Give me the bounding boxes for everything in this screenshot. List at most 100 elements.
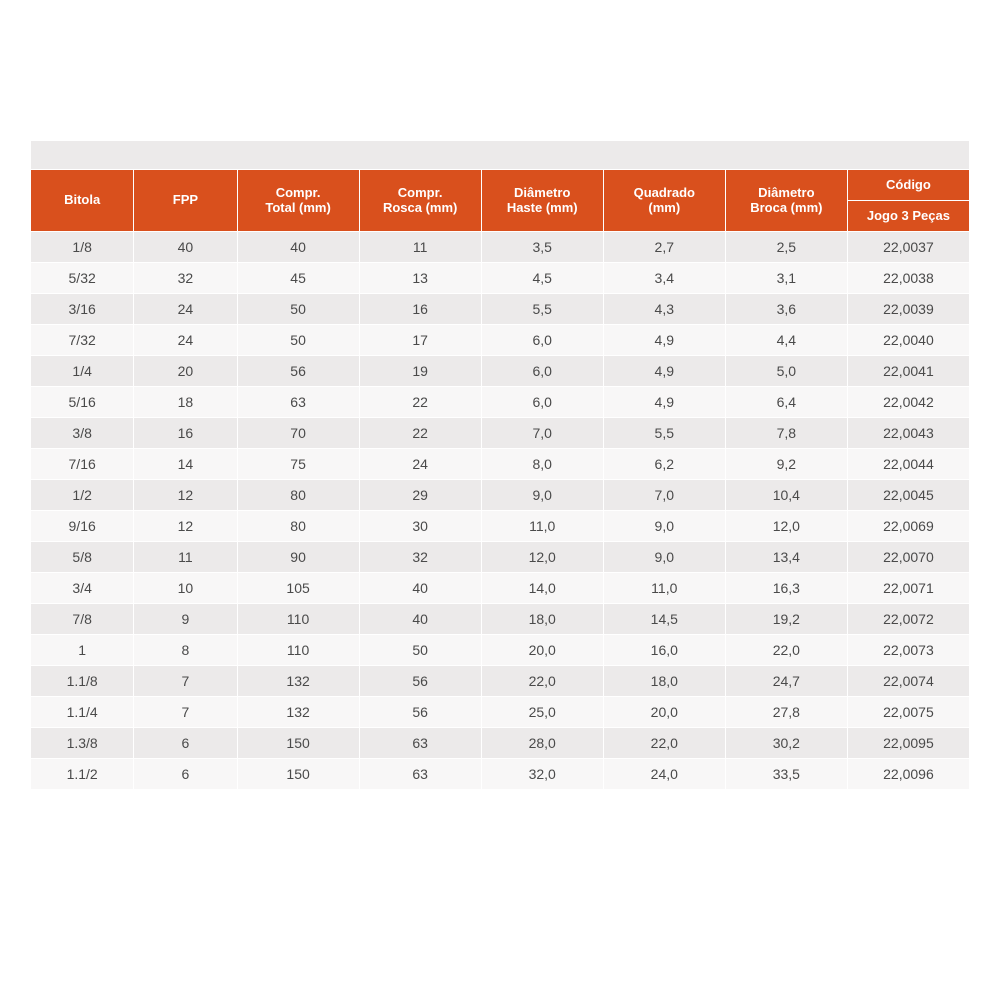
- table-cell: 22,0074: [847, 666, 969, 697]
- col-header-label: FPP: [173, 192, 198, 207]
- table-cell: 11: [359, 232, 481, 263]
- table-cell: 28,0: [481, 728, 603, 759]
- table-row: 1/84040113,52,72,522,0037: [31, 232, 970, 263]
- table-cell: 6,0: [481, 356, 603, 387]
- table-cell: 5/32: [31, 263, 134, 294]
- table-cell: 24,0: [603, 759, 725, 790]
- table-cell: 5,5: [603, 418, 725, 449]
- table-cell: 13,4: [725, 542, 847, 573]
- table-cell: 6,0: [481, 387, 603, 418]
- col-header-diam-haste: Diâmetro Haste (mm): [481, 170, 603, 232]
- table-cell: 40: [359, 573, 481, 604]
- col-header-diam-broca: Diâmetro Broca (mm): [725, 170, 847, 232]
- table-row: 7/161475248,06,29,222,0044: [31, 449, 970, 480]
- table-cell: 4,9: [603, 387, 725, 418]
- table-cell: 22,0042: [847, 387, 969, 418]
- table-cell: 14,5: [603, 604, 725, 635]
- table-cell: 63: [359, 759, 481, 790]
- col-header-label-line1: Diâmetro: [514, 185, 570, 200]
- table-cell: 10: [134, 573, 237, 604]
- table-row: 5/323245134,53,43,122,0038: [31, 263, 970, 294]
- table-cell: 19: [359, 356, 481, 387]
- table-cell: 22,0075: [847, 697, 969, 728]
- table-cell: 1.1/2: [31, 759, 134, 790]
- col-header-label-line2: (mm): [648, 200, 680, 215]
- table-row: 3/4101054014,011,016,322,0071: [31, 573, 970, 604]
- table-cell: 11: [134, 542, 237, 573]
- table-cell: 5/16: [31, 387, 134, 418]
- table-row: 5/161863226,04,96,422,0042: [31, 387, 970, 418]
- table-cell: 30: [359, 511, 481, 542]
- table-cell: 29: [359, 480, 481, 511]
- table-cell: 4,3: [603, 294, 725, 325]
- table-cell: 9,0: [603, 542, 725, 573]
- table-cell: 1/8: [31, 232, 134, 263]
- table-cell: 20: [134, 356, 237, 387]
- table-cell: 16,0: [603, 635, 725, 666]
- table-cell: 150: [237, 759, 359, 790]
- table-cell: 18,0: [603, 666, 725, 697]
- table-cell: 11,0: [481, 511, 603, 542]
- table-cell: 56: [359, 697, 481, 728]
- table-cell: 9,0: [481, 480, 603, 511]
- col-header-label-line1: Diâmetro: [758, 185, 814, 200]
- table-cell: 56: [237, 356, 359, 387]
- table-cell: 3,4: [603, 263, 725, 294]
- table-cell: 7: [134, 697, 237, 728]
- table-cell: 33,5: [725, 759, 847, 790]
- table-cell: 50: [359, 635, 481, 666]
- col-header-label-line2: Total (mm): [265, 200, 330, 215]
- table-cell: 22,0069: [847, 511, 969, 542]
- table-cell: 22,0071: [847, 573, 969, 604]
- table-cell: 11,0: [603, 573, 725, 604]
- table-cell: 3/4: [31, 573, 134, 604]
- table-cell: 32: [359, 542, 481, 573]
- table-cell: 22,0095: [847, 728, 969, 759]
- table-cell: 22: [359, 387, 481, 418]
- table-cell: 27,8: [725, 697, 847, 728]
- table-cell: 7: [134, 666, 237, 697]
- table-cell: 32: [134, 263, 237, 294]
- table-row: 3/81670227,05,57,822,0043: [31, 418, 970, 449]
- table-cell: 16: [359, 294, 481, 325]
- table-row: 7/891104018,014,519,222,0072: [31, 604, 970, 635]
- table-cell: 7/32: [31, 325, 134, 356]
- table-cell: 63: [359, 728, 481, 759]
- table-cell: 6,2: [603, 449, 725, 480]
- table-cell: 7,0: [481, 418, 603, 449]
- table-cell: 110: [237, 604, 359, 635]
- col-header-quadrado: Quadrado (mm): [603, 170, 725, 232]
- table-cell: 132: [237, 697, 359, 728]
- table-cell: 22,0037: [847, 232, 969, 263]
- table-cell: 6,4: [725, 387, 847, 418]
- table-cell: 5,5: [481, 294, 603, 325]
- col-header-label: Bitola: [64, 192, 100, 207]
- table-cell: 8,0: [481, 449, 603, 480]
- table-cell: 18: [134, 387, 237, 418]
- col-header-fpp: FPP: [134, 170, 237, 232]
- col-header-compr-total: Compr. Total (mm): [237, 170, 359, 232]
- col-header-label: Jogo 3 Peças: [867, 208, 950, 223]
- table-cell: 22,0096: [847, 759, 969, 790]
- table-cell: 20,0: [603, 697, 725, 728]
- table-row: 1.1/871325622,018,024,722,0074: [31, 666, 970, 697]
- table-cell: 40: [359, 604, 481, 635]
- table-cell: 1: [31, 635, 134, 666]
- spec-table: Bitola FPP Compr. Total (mm) Compr. Rosc…: [30, 140, 970, 790]
- col-header-label-line1: Compr.: [398, 185, 443, 200]
- table-row: 9/1612803011,09,012,022,0069: [31, 511, 970, 542]
- table-cell: 2,5: [725, 232, 847, 263]
- col-header-label-line2: Broca (mm): [750, 200, 822, 215]
- table-header-row1: Bitola FPP Compr. Total (mm) Compr. Rosc…: [31, 170, 970, 201]
- table-cell: 24: [134, 325, 237, 356]
- col-header-label-line2: Rosca (mm): [383, 200, 457, 215]
- table-cell: 24,7: [725, 666, 847, 697]
- table-row: 1/42056196,04,95,022,0041: [31, 356, 970, 387]
- table-cell: 22,0038: [847, 263, 969, 294]
- col-header-codigo-sub: Jogo 3 Peças: [847, 201, 969, 232]
- table-cell: 16: [134, 418, 237, 449]
- table-cell: 1.1/4: [31, 697, 134, 728]
- table-cell: 1.3/8: [31, 728, 134, 759]
- table-row: 181105020,016,022,022,0073: [31, 635, 970, 666]
- table-cell: 132: [237, 666, 359, 697]
